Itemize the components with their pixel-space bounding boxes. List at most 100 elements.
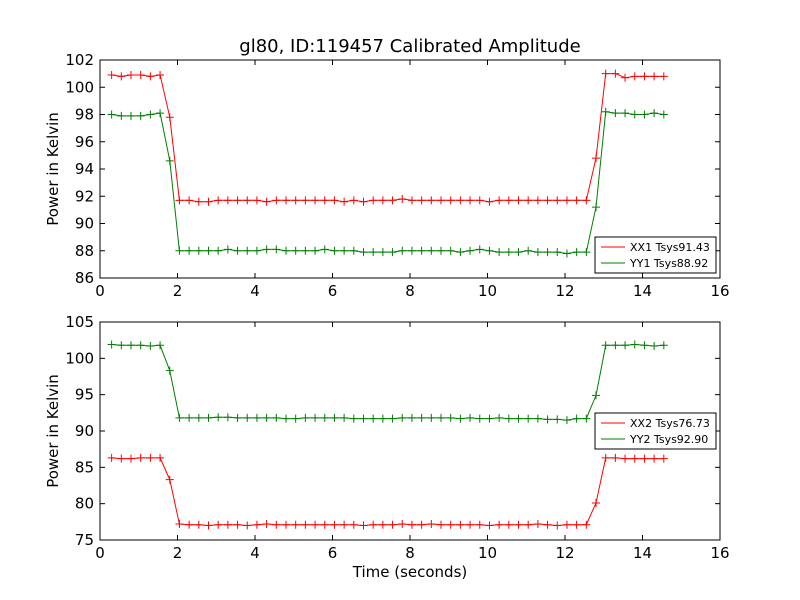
data-point (553, 196, 562, 205)
data-point (533, 414, 542, 423)
data-point (243, 246, 252, 255)
data-point (252, 520, 261, 529)
data-point (514, 520, 523, 529)
data-point (562, 196, 571, 205)
y-tick-label: 92 (75, 187, 94, 205)
data-point (572, 520, 581, 529)
data-point (601, 453, 610, 462)
data-point (223, 413, 232, 422)
data-point (233, 520, 242, 529)
data-point (262, 413, 271, 422)
y-tick-label: 96 (75, 133, 94, 151)
data-point (398, 194, 407, 203)
data-point (601, 341, 610, 350)
data-point (427, 413, 436, 422)
series-line-0-0 (111, 73, 664, 203)
data-point (146, 72, 155, 81)
bottom-panel: 0 2 4 6 8 10 12 14 16 75 80 85 90 95 100 105 Power in K… (44, 313, 730, 581)
data-point (311, 196, 320, 205)
data-point (630, 72, 639, 81)
data-point (388, 196, 397, 205)
data-point (495, 248, 504, 257)
data-point (504, 414, 513, 423)
data-point (282, 414, 290, 423)
data-point (185, 196, 194, 205)
data-point (359, 248, 368, 257)
data-point (659, 110, 668, 119)
data-point (562, 416, 571, 425)
series-line-0-1 (111, 111, 664, 255)
data-point (194, 246, 203, 255)
data-point (640, 454, 649, 463)
data-point (572, 248, 581, 257)
data-point (485, 246, 494, 255)
data-point (630, 110, 639, 119)
data-point (621, 454, 630, 463)
data-point (659, 341, 668, 350)
data-point (466, 196, 475, 205)
x-tick-label: 10 (478, 544, 497, 562)
data-point (349, 246, 358, 255)
data-point (611, 109, 620, 118)
data-point (475, 414, 484, 423)
data-point (320, 196, 329, 205)
data-point (562, 249, 571, 258)
data-point (398, 246, 407, 255)
data-point (127, 111, 135, 120)
data-point (514, 196, 523, 205)
data-point (601, 69, 610, 78)
chart-title: gl80, ID:119457 Calibrated Amplitude (239, 36, 580, 57)
data-point (524, 246, 533, 255)
data-point (437, 520, 445, 529)
data-point (446, 413, 455, 422)
legend-entry-xx1: XX1 Tsys91.43 (630, 241, 710, 254)
top-panel-frame (99, 59, 721, 279)
data-point (233, 413, 242, 422)
data-point (407, 520, 416, 529)
data-point (640, 341, 649, 350)
data-point (611, 453, 620, 462)
data-point (504, 248, 513, 257)
data-point (223, 520, 232, 529)
data-point (165, 366, 174, 375)
x-axis-label: Time (seconds) (352, 563, 468, 581)
data-point (359, 414, 368, 423)
y-tick-label: 75 (75, 531, 94, 549)
data-point (340, 197, 349, 206)
data-point (291, 414, 300, 423)
data-point (572, 196, 581, 205)
data-point (485, 197, 494, 206)
x-tick-label: 8 (405, 544, 415, 562)
data-point (456, 196, 465, 205)
data-point (553, 415, 562, 424)
data-point (650, 72, 659, 81)
x-tick-label: 14 (633, 544, 652, 562)
data-point (156, 341, 165, 350)
data-point (223, 196, 232, 205)
data-point (504, 196, 513, 205)
data-point (562, 520, 571, 529)
data-point (466, 246, 475, 255)
data-point (146, 110, 155, 119)
data-point (572, 414, 581, 423)
data-point (320, 520, 329, 529)
data-point (340, 413, 349, 422)
series-line-1-0 (111, 457, 664, 527)
data-point (592, 498, 600, 507)
x-tick-label: 10 (478, 282, 497, 300)
y-tick-label: 95 (75, 386, 94, 404)
data-point (311, 413, 320, 422)
y-tick-label: 105 (65, 313, 94, 331)
data-point (407, 246, 416, 255)
top-panel-legend: XX1 Tsys91.43 YY1 Tsys88.92 (594, 236, 717, 274)
data-point (156, 453, 165, 462)
data-point (446, 196, 455, 205)
data-point (282, 196, 290, 205)
y-tick-label: 94 (75, 160, 94, 178)
x-tick-label: 6 (328, 544, 338, 562)
data-point (417, 246, 426, 255)
data-point (243, 413, 252, 422)
y-tick-label: 88 (75, 242, 94, 260)
data-point (175, 520, 184, 529)
data-point (107, 70, 116, 79)
